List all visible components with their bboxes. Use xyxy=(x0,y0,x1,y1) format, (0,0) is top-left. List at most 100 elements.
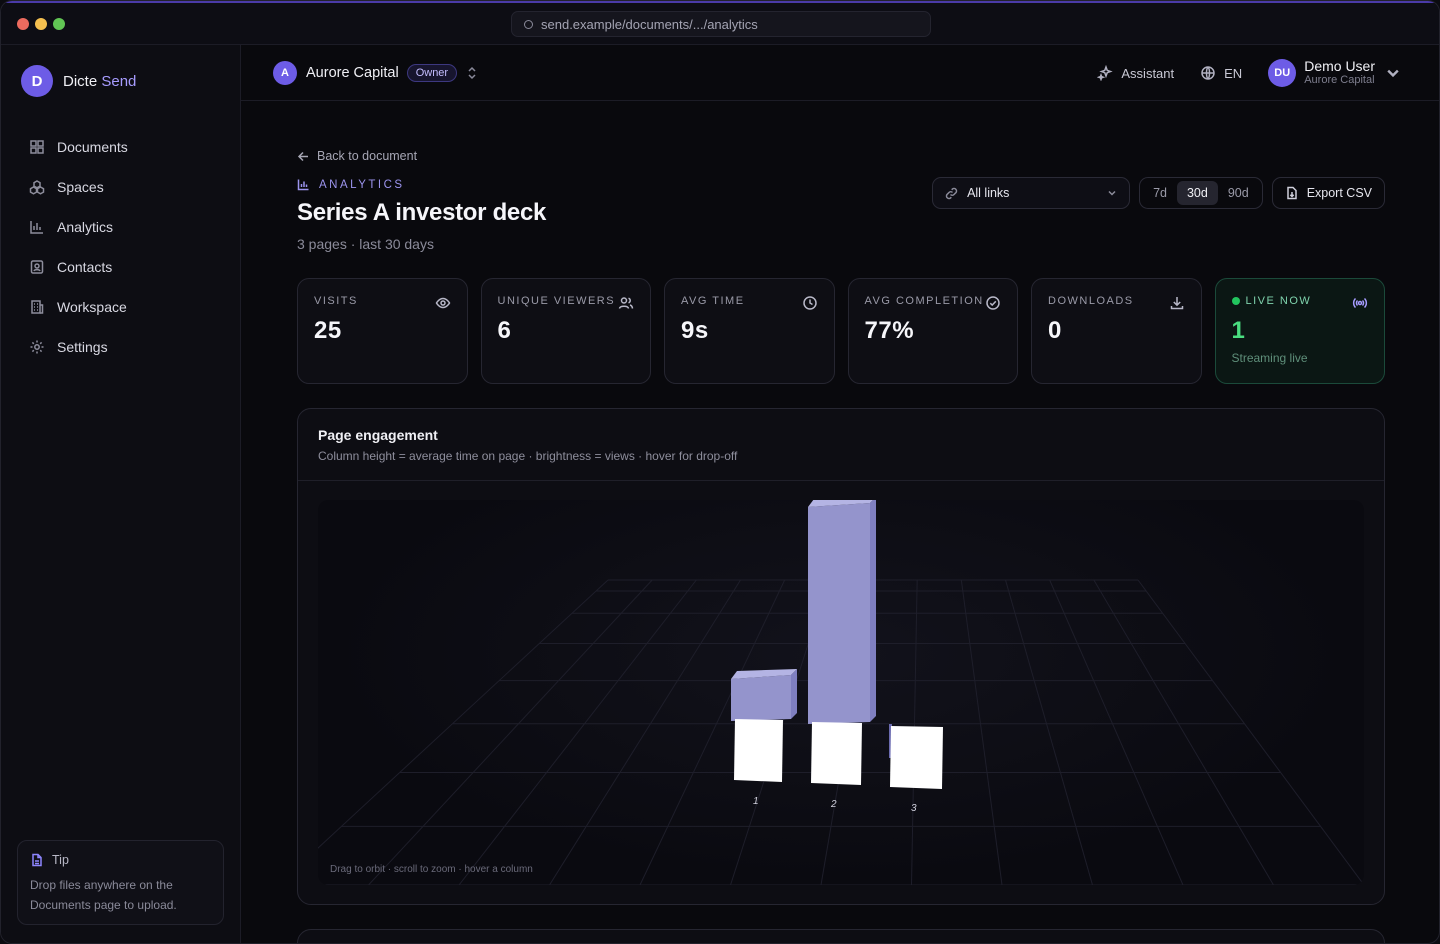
chevron-down-icon xyxy=(1108,190,1116,196)
eyebrow-label: ANALYTICS xyxy=(319,178,405,191)
range-90d-button[interactable]: 90d xyxy=(1227,186,1249,200)
stat-label: VISITS xyxy=(314,295,358,307)
stat-value: 1 xyxy=(1231,317,1246,344)
stat-card-unique-viewers: UNIQUE VIEWERS 6 xyxy=(480,278,651,384)
column-base xyxy=(890,726,943,789)
range-7d-button[interactable]: 7d xyxy=(1153,186,1167,200)
link-icon xyxy=(945,187,958,199)
grid-line xyxy=(368,579,653,885)
sidebar-item-workspace[interactable]: Workspace xyxy=(17,287,225,327)
sidebar-item-label: Documents xyxy=(57,139,128,155)
assistant-button[interactable]: Assistant xyxy=(1097,65,1174,81)
export-csv-button[interactable]: Export CSV xyxy=(1271,177,1385,209)
brand-name-main: Dicte xyxy=(63,72,98,90)
chevron-down-icon xyxy=(1387,69,1399,78)
panel-description: Column height = average time on page · b… xyxy=(318,449,738,463)
sidebar-item-label: Workspace xyxy=(57,299,127,315)
language-selector[interactable]: EN xyxy=(1200,65,1242,81)
panel-header: Page engagement Column height = average … xyxy=(298,409,1384,481)
topbar-actions: Assistant EN DU Demo User Aurore Capital xyxy=(1071,57,1409,89)
next-panel xyxy=(297,929,1385,943)
tip-title: Tip xyxy=(52,853,69,867)
page-eyebrow: ANALYTICS xyxy=(297,178,405,191)
brand[interactable]: D Dicte Send xyxy=(21,65,136,97)
sidebar-item-contacts[interactable]: Contacts xyxy=(17,247,225,287)
sidebar-item-label: Settings xyxy=(57,339,108,355)
stat-label: AVG COMPLETION xyxy=(864,295,984,307)
grid-line xyxy=(1137,579,1364,885)
column-base xyxy=(811,722,862,785)
chart-column[interactable]: 3 xyxy=(889,724,943,814)
org-avatar: A xyxy=(273,61,297,85)
column-top xyxy=(808,500,873,507)
column-side xyxy=(791,669,797,719)
tip-header: Tip xyxy=(30,853,211,867)
stat-card-avg-completion: AVG COMPLETION 77% xyxy=(847,278,1018,384)
address-bar[interactable]: send.example/documents/.../analytics xyxy=(511,11,931,37)
sidebar: D Dicte Send Documents Spaces Analytics … xyxy=(1,45,241,943)
sidebar-item-label: Analytics xyxy=(57,219,114,235)
column-label: 2 xyxy=(830,799,837,810)
sidebar-item-documents[interactable]: Documents xyxy=(17,127,225,167)
page-title: Series A investor deck xyxy=(297,199,547,226)
date-range-toggle: 7d 30d 90d xyxy=(1139,177,1263,209)
maximize-window-button[interactable] xyxy=(53,18,65,30)
browser-titlebar: send.example/documents/.../analytics xyxy=(1,1,1439,45)
close-window-button[interactable] xyxy=(17,18,29,30)
column-top xyxy=(731,669,797,679)
users-icon xyxy=(618,297,634,309)
page-engagement-panel: Page engagement Column height = average … xyxy=(297,408,1385,905)
avatar: DU xyxy=(1268,59,1297,87)
stat-label: DOWNLOADS xyxy=(1048,295,1134,307)
sidebar-item-label: Spaces xyxy=(57,179,104,195)
stat-sub: Streaming live xyxy=(1231,351,1308,365)
user-org: Aurore Capital xyxy=(1304,74,1375,86)
stat-card-live-now: LIVE NOW 1 Streaming live xyxy=(1214,278,1385,384)
language-label: EN xyxy=(1224,65,1243,81)
brand-name-suffix: Send xyxy=(101,72,137,90)
org-switcher[interactable]: A Aurore Capital Owner xyxy=(273,61,477,85)
range-30d-button[interactable]: 30d xyxy=(1176,181,1218,205)
role-badge: Owner xyxy=(406,64,458,82)
back-to-document-link[interactable]: Back to document xyxy=(297,149,417,163)
grid-line xyxy=(639,579,786,885)
column-side xyxy=(870,500,876,722)
stat-value: 9s xyxy=(681,317,709,344)
contact-card-icon xyxy=(30,260,44,274)
tip-card: Tip Drop files anywhere on the Documents… xyxy=(17,840,224,925)
globe-icon xyxy=(1201,66,1215,80)
bar-chart-icon xyxy=(30,221,43,234)
sidebar-nav: Documents Spaces Analytics Contacts Work… xyxy=(17,127,225,367)
link-filter-value: All links xyxy=(967,186,1010,200)
page-subtitle: 3 pages · last 30 days xyxy=(297,236,434,252)
engagement-chart-svg[interactable]: 1 2 3 xyxy=(318,500,1364,885)
arrow-left-icon xyxy=(297,151,308,161)
chart-column[interactable]: 2 xyxy=(808,500,876,810)
export-label: Export CSV xyxy=(1306,186,1372,200)
boxes-icon xyxy=(29,180,45,195)
column-edge xyxy=(889,724,892,758)
stat-card-avg-time: AVG TIME 9s xyxy=(664,278,835,384)
chart-hint: Drag to orbit · scroll to zoom · hover a… xyxy=(330,864,533,875)
grid-line xyxy=(1005,579,1093,885)
sidebar-item-label: Contacts xyxy=(57,259,113,275)
sidebar-item-spaces[interactable]: Spaces xyxy=(17,167,225,207)
grid-line xyxy=(318,579,609,849)
column-label: 3 xyxy=(911,803,917,814)
sidebar-item-settings[interactable]: Settings xyxy=(17,327,225,367)
engagement-3d-chart[interactable]: 1 2 3 Drag to orbit · scroll to zoom · hov… xyxy=(318,500,1364,885)
user-menu[interactable]: DU Demo User Aurore Capital xyxy=(1268,59,1409,87)
grid-icon xyxy=(30,140,44,154)
brand-name: Dicte Send xyxy=(63,73,136,90)
eye-icon xyxy=(435,297,450,309)
stat-label: AVG TIME xyxy=(681,295,745,307)
org-name: Aurore Capital xyxy=(306,65,399,81)
user-meta: Demo User Aurore Capital xyxy=(1304,59,1375,87)
sidebar-item-analytics[interactable]: Analytics xyxy=(17,207,225,247)
bar-chart-icon xyxy=(297,179,309,191)
link-filter-select[interactable]: All links xyxy=(932,177,1131,209)
file-download-icon xyxy=(1286,186,1297,200)
chart-column[interactable]: 1 xyxy=(731,669,797,807)
minimize-window-button[interactable] xyxy=(35,18,47,30)
